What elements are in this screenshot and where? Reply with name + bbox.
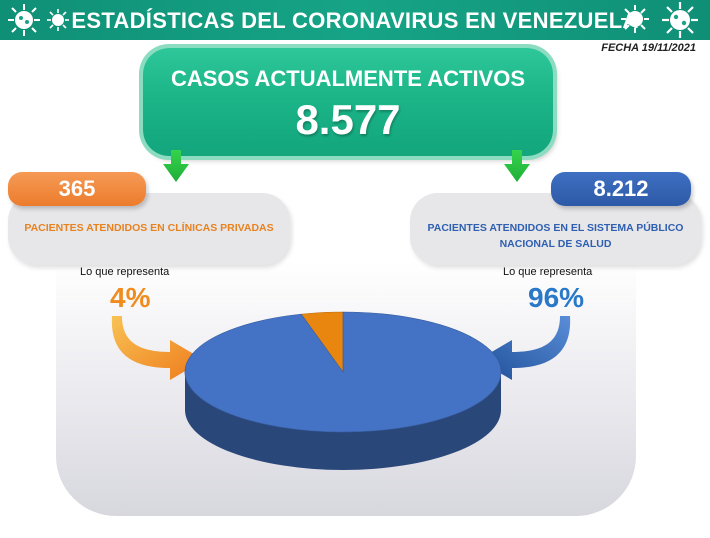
pie-chart [184, 311, 502, 470]
public-represents-label: Lo que representa [503, 266, 593, 278]
virus-icon [662, 2, 698, 38]
private-count-badge: 365 [8, 172, 146, 206]
pie-side-wall [185, 372, 501, 470]
arrow-down-icon [504, 150, 530, 182]
virus-icon [8, 4, 40, 36]
curved-arrow-right-icon [111, 316, 204, 380]
arrow-down-icon [163, 150, 189, 182]
page-title: ESTADÍSTICAS DEL CORONAVIRUS EN VENEZUEL… [71, 8, 639, 33]
public-percent: 96% [528, 282, 585, 313]
public-count-badge: 8.212 [551, 172, 691, 206]
virus-icon [47, 9, 69, 31]
active-cases-label: CASOS ACTUALMENTE ACTIVOS [170, 66, 526, 91]
virus-icon [621, 5, 649, 33]
active-cases-value: 8.577 [295, 96, 401, 143]
report-date: FECHA 19/11/2021 [601, 42, 696, 54]
private-represents-label: Lo que representa [80, 266, 170, 278]
private-percent: 4% [110, 282, 151, 313]
curved-arrow-left-icon [478, 316, 571, 380]
pie-slice [184, 311, 502, 433]
public-label: PACIENTES ATENDIDOS EN EL SISTEMA PÚBLIC… [427, 222, 684, 250]
private-label: PACIENTES ATENDIDOS EN CLÍNICAS PRIVADAS [24, 222, 274, 234]
active-cases-box: CASOS ACTUALMENTE ACTIVOS 8.577 [143, 48, 553, 156]
header-banner [0, 0, 710, 40]
